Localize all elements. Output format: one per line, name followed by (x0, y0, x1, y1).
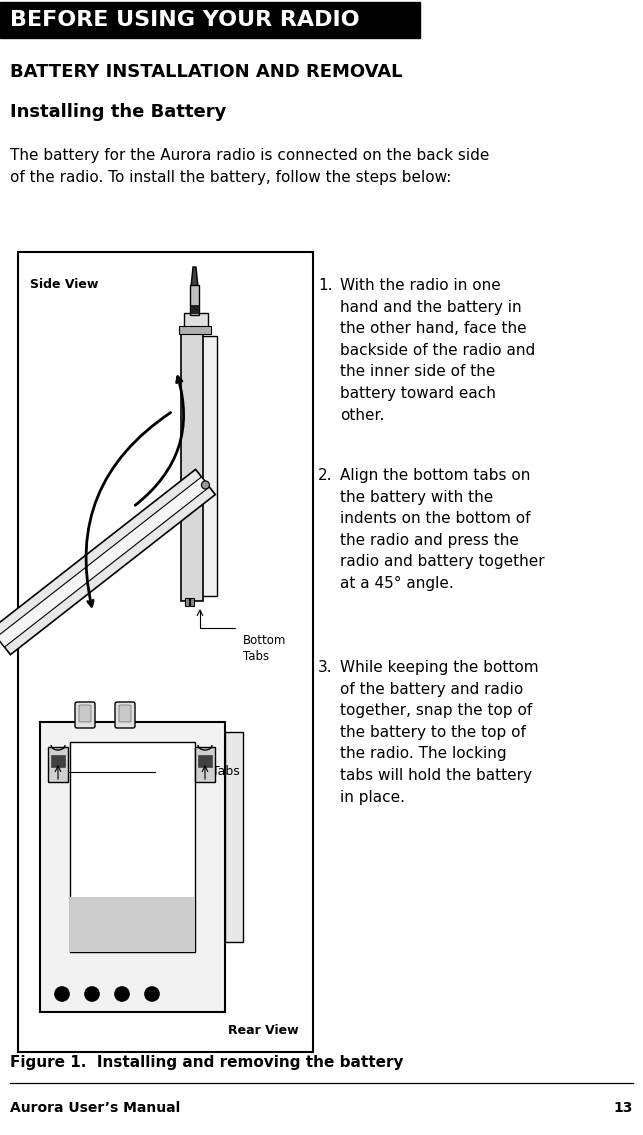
Circle shape (85, 987, 99, 1001)
Text: Figure 1.  Installing and removing the battery: Figure 1. Installing and removing the ba… (10, 1054, 404, 1069)
Circle shape (201, 481, 210, 489)
Polygon shape (0, 477, 210, 647)
Text: 3.: 3. (318, 659, 332, 675)
Bar (179, 326, 211, 334)
Text: Side View: Side View (30, 277, 98, 291)
Bar (199, 336, 217, 596)
Circle shape (145, 987, 159, 1001)
Text: 13: 13 (613, 1101, 633, 1115)
Bar (70, 742, 195, 952)
Text: Locking Tabs: Locking Tabs (160, 765, 240, 779)
Circle shape (115, 987, 129, 1001)
Bar (51, 755, 65, 767)
Bar (40, 722, 225, 1012)
Text: 2.: 2. (318, 468, 332, 484)
Bar (18, 252, 313, 1052)
Bar (184, 313, 208, 331)
FancyBboxPatch shape (119, 705, 131, 722)
Text: BATTERY INSTALLATION AND REMOVAL: BATTERY INSTALLATION AND REMOVAL (10, 64, 403, 81)
Text: 1.: 1. (318, 278, 332, 293)
Bar (70, 897, 195, 952)
Text: With the radio in one
hand and the battery in
the other hand, face the
backside : With the radio in one hand and the batte… (340, 278, 535, 422)
Bar (48, 747, 68, 782)
Bar (185, 598, 189, 606)
Text: BEFORE USING YOUR RADIO: BEFORE USING YOUR RADIO (10, 10, 359, 30)
FancyBboxPatch shape (115, 703, 135, 728)
Polygon shape (0, 470, 215, 655)
Polygon shape (191, 267, 198, 287)
Bar (195, 747, 215, 782)
FancyBboxPatch shape (79, 705, 91, 722)
Bar (190, 285, 199, 316)
Bar (190, 305, 199, 313)
Text: Aurora User’s Manual: Aurora User’s Manual (10, 1101, 180, 1115)
Text: While keeping the bottom
of the battery and radio
together, snap the top of
the : While keeping the bottom of the battery … (340, 659, 539, 805)
Text: The battery for the Aurora radio is connected on the back side
of the radio. To : The battery for the Aurora radio is conn… (10, 148, 489, 185)
Text: Installing the Battery: Installing the Battery (10, 103, 226, 121)
Bar (181, 331, 203, 602)
Bar (190, 598, 194, 606)
Text: Rear View: Rear View (228, 1024, 298, 1036)
Circle shape (55, 987, 69, 1001)
Bar (225, 732, 243, 942)
Bar (0, 2, 420, 37)
FancyBboxPatch shape (75, 703, 95, 728)
Text: Bottom
Tabs: Bottom Tabs (243, 634, 286, 663)
Text: Align the bottom tabs on
the battery with the
indents on the bottom of
the radio: Align the bottom tabs on the battery wit… (340, 468, 545, 591)
Bar (198, 755, 212, 767)
